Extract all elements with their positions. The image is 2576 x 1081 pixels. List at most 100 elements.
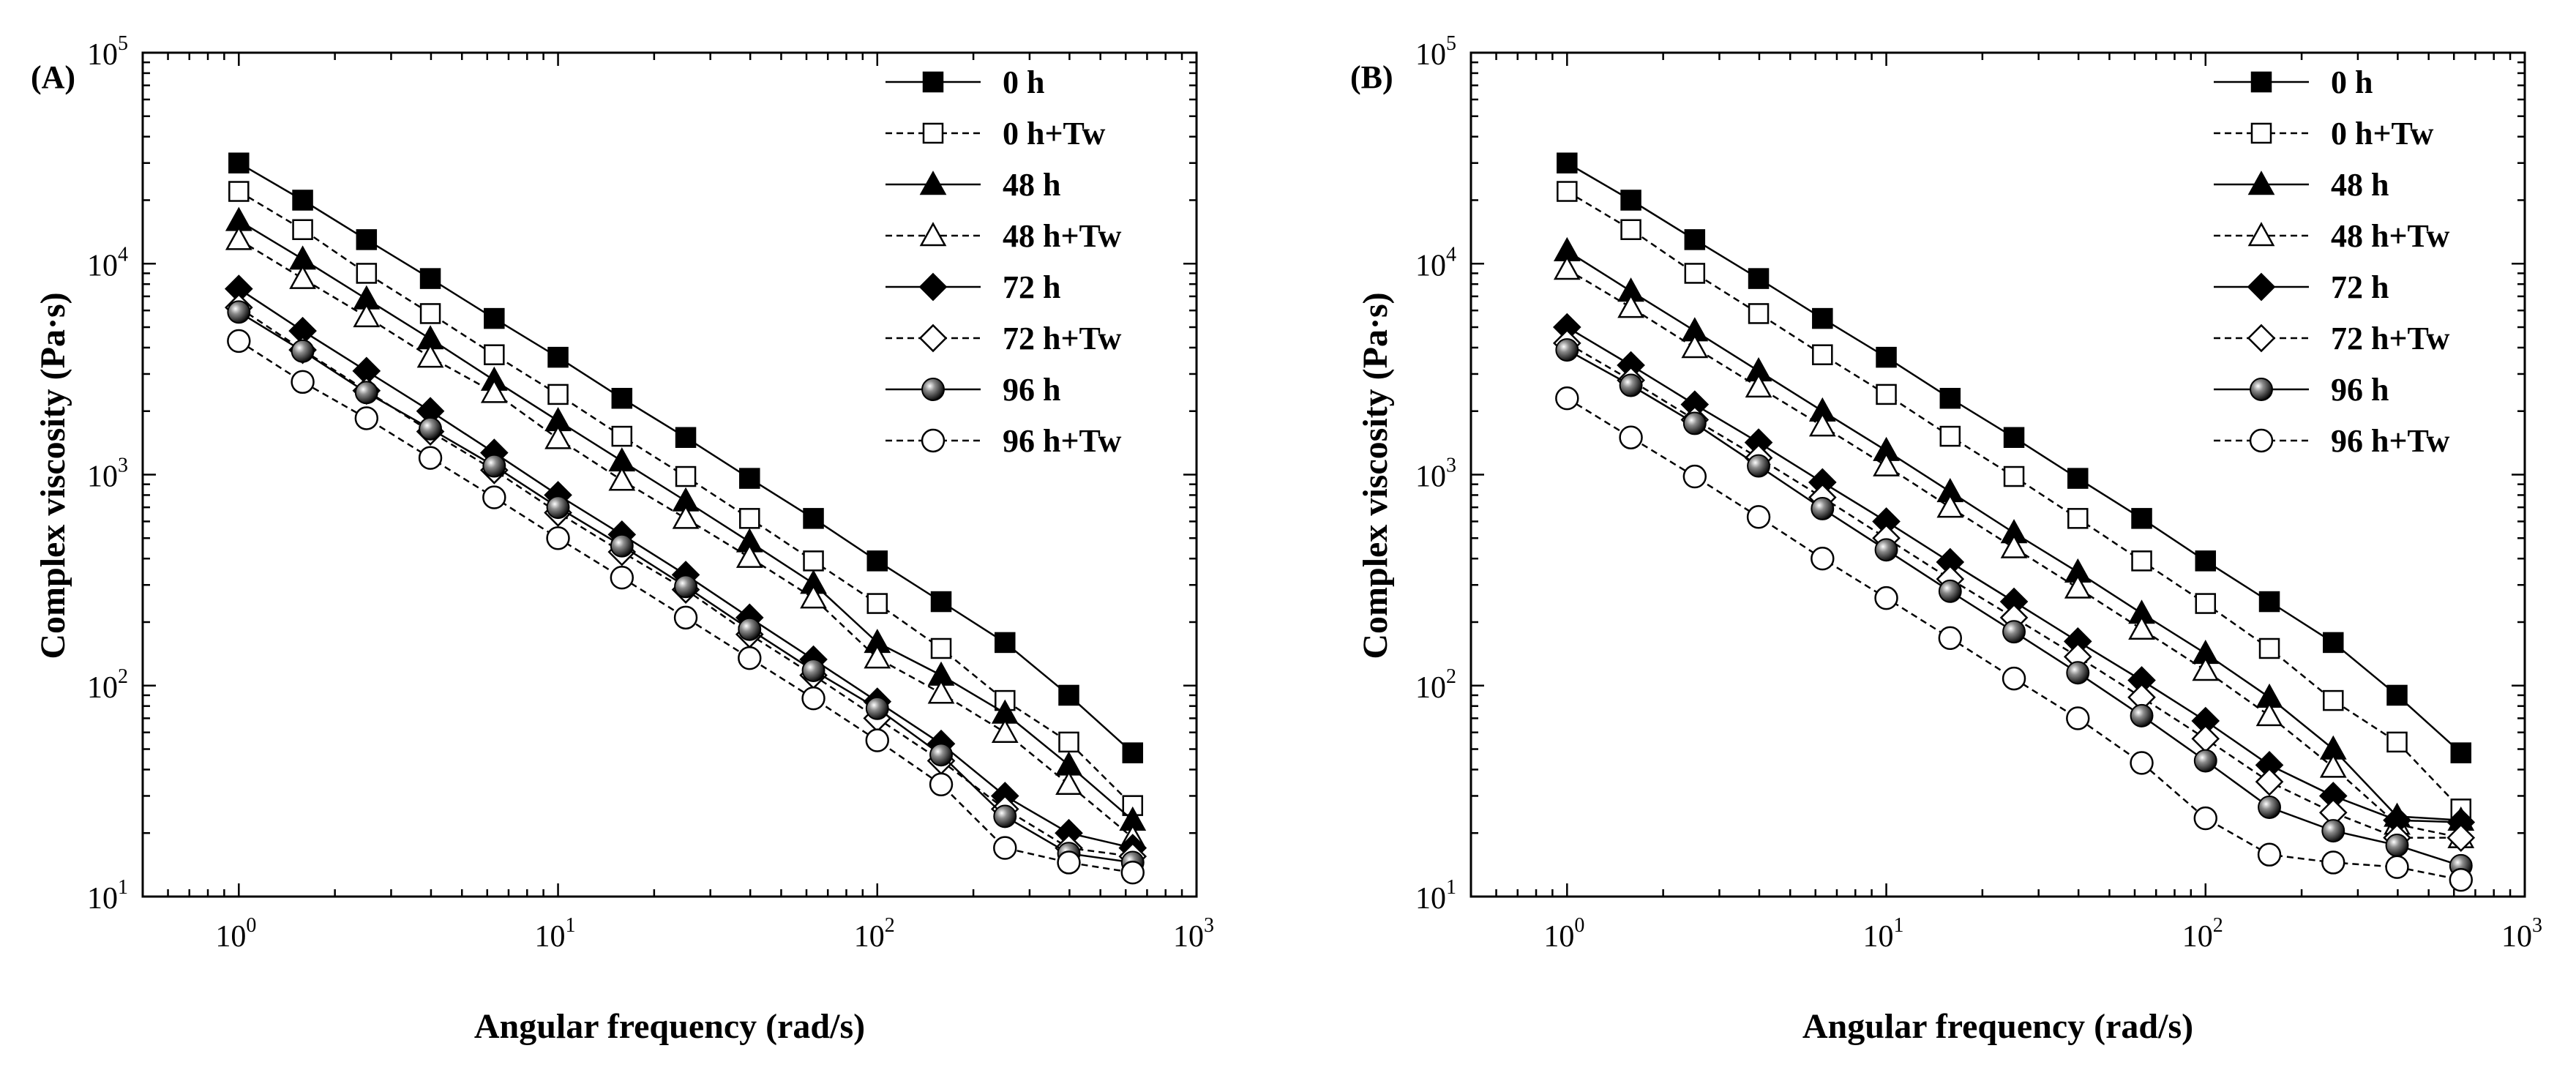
series-layer [224,152,1147,885]
marker-square [228,152,250,173]
marker-diamond [2191,725,2220,753]
marker-triangle [289,264,316,289]
marker-circle [610,565,634,590]
marker-circle [2449,867,2473,892]
marker-triangle [416,343,444,368]
marker-sphere [1747,454,1771,478]
marker-sphere [2321,819,2345,843]
marker-sphere [227,300,251,324]
marker-circle [354,406,379,430]
legend-entry: 96 h+Tw [2214,423,2450,459]
marker-diamond [2446,823,2476,852]
marker-square [1557,152,1578,173]
marker-circle [1120,860,1145,885]
marker-square [1620,190,1641,211]
legend-label: 48 h [1003,167,1060,203]
marker-circle [993,836,1017,860]
legend-entry: 48 h+Tw [886,218,1122,254]
marker-circle [738,646,762,670]
marker-triangle [1553,255,1581,280]
x-tick-label: 100 [1543,914,1584,954]
series-line [238,162,1134,754]
marker-square [739,508,760,529]
series-72-h [1552,313,2476,837]
legend-label: 48 h+Tw [2331,218,2450,254]
legend-label: 0 h+Tw [1003,116,1106,152]
marker-triangle [927,679,955,704]
marker-sphere [801,659,825,682]
marker-sphere [1555,338,1579,362]
series-72-h [224,274,1147,862]
legend: 0 h 0 h+Tw 48 h 48 h+Tw 72 h 72 h+Tw 96 h 96 h+… [2214,64,2450,459]
legend-entry: 48 h [886,167,1060,203]
x-tick-label: 103 [2501,914,2542,954]
marker-square [1939,425,1961,447]
marker-diamond [2247,323,2276,353]
marker-square [2323,689,2344,711]
y-tick-label: 101 [87,876,128,916]
marker-circle [921,428,946,453]
marker-circle [1938,626,1963,651]
marker-sphere [921,378,945,401]
marker-square [2131,508,2152,529]
marker-square [1876,346,1897,368]
marker-sphere [354,381,378,405]
series-96-h-tw [227,329,1145,885]
marker-square [866,550,888,572]
series-48-h-tw [225,225,1147,848]
marker-square [2258,591,2280,613]
legend: 0 h 0 h+Tw 48 h 48 h+Tw 72 h 72 h+Tw 96 h 96 h+… [886,64,1122,459]
marker-circle [865,728,889,752]
marker-circle [418,446,443,470]
marker-triangle [2319,753,2347,778]
marker-sphere [1938,579,1962,603]
marker-square [2067,508,2089,529]
marker-square [1748,268,1770,289]
panel-label: (B) [1350,59,1393,95]
legend-entry: 72 h+Tw [886,321,1122,356]
legend-label: 48 h [2331,167,2389,203]
marker-triangle [2255,702,2283,727]
marker-triangle [991,718,1019,743]
marker-sphere [2002,620,2026,644]
legend-label: 96 h+Tw [2331,423,2450,459]
marker-triangle [919,171,947,195]
marker-circle [1874,586,1898,610]
legend-label: 72 h [2331,269,2389,305]
marker-circle [2002,666,2026,691]
series-96-h [227,300,1145,875]
axes: 100 101 102 103 101 102 103 104 105 [1415,32,2542,954]
marker-sphere [2258,796,2281,819]
marker-circle [482,485,506,509]
marker-square [484,307,505,329]
marker-circle [1555,386,1579,411]
marker-square [1620,219,1641,240]
marker-square [2003,465,2025,487]
marker-square [356,229,378,250]
marker-square [292,219,313,240]
legend-label: 96 h+Tw [1003,423,1122,459]
marker-circle [2130,751,2154,775]
x-tick-label: 102 [2182,914,2223,954]
marker-square [2250,71,2272,93]
y-tick-label: 105 [1415,32,1456,72]
y-tick-label: 102 [1415,665,1456,705]
marker-circle [1057,850,1081,875]
marker-square [739,468,760,489]
marker-circle [1682,464,1707,489]
marker-square [1812,307,1833,329]
legend-entry: 0 h [886,64,1044,100]
marker-triangle [672,504,700,529]
legend-entry: 48 h [2214,167,2389,203]
marker-sphere [546,495,570,520]
marker-square [356,263,378,284]
series-line [1566,190,2462,810]
y-tick-label: 103 [87,455,128,494]
marker-triangle [1617,293,1644,318]
marker-square [2195,593,2217,614]
y-axis-label: Complex viscosity (Pa·s) [1356,292,1395,659]
marker-square [2386,731,2408,753]
marker-sphere [610,534,634,558]
marker-triangle [544,424,572,449]
marker-sphere [419,416,443,441]
